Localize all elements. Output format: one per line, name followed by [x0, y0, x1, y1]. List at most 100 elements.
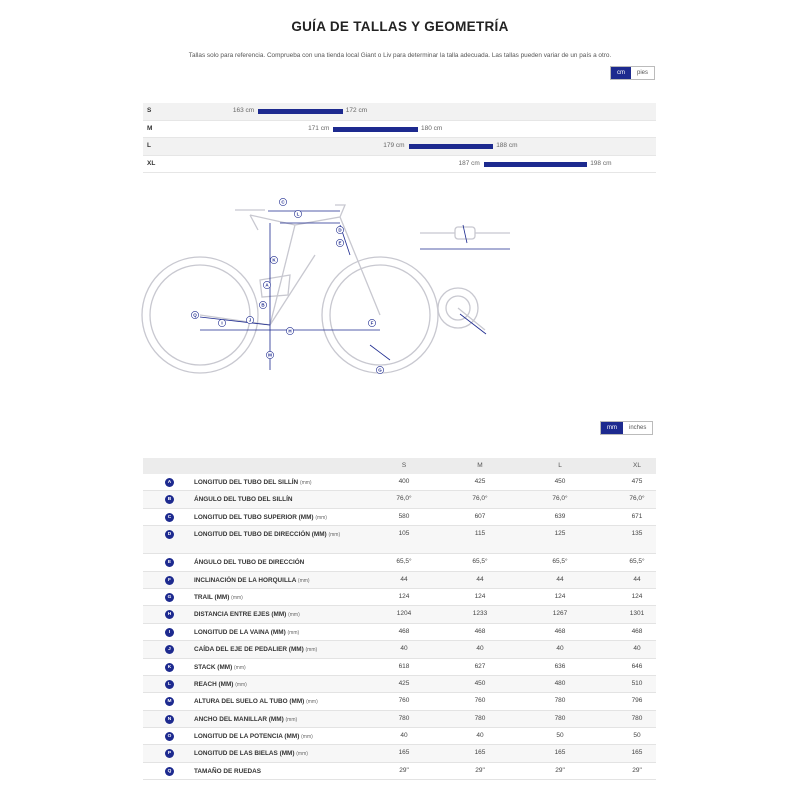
geometry-value: 510 — [631, 679, 643, 687]
unit-inches-button[interactable]: inches — [629, 425, 647, 431]
size-max-height: 180 cm — [421, 124, 443, 132]
geometry-value: 105 — [398, 530, 410, 538]
geometry-row: M ALTURA DEL SUELO AL TUBO (MM) (mm) 760 76… — [143, 693, 656, 711]
geometry-label: LONGITUD DE LA POTENCIA (MM) (mm) — [194, 733, 313, 741]
unit-mm-button[interactable]: mm — [601, 422, 623, 434]
geometry-value: 618 — [398, 662, 410, 670]
geometry-value: 607 — [474, 512, 486, 520]
geometry-value: 124 — [631, 592, 643, 600]
geometry-value: 44 — [556, 575, 564, 583]
geometry-value: 450 — [554, 478, 566, 485]
size-min-height: 179 cm — [383, 142, 405, 149]
size-max-height: 198 cm — [590, 159, 612, 167]
geometry-row: Q TAMAÑO DE RUEDAS 29" 29" 29" 29" — [143, 763, 656, 781]
geometry-table: S M L XL A LONGITUD DEL TUBO DEL SILLÍN (mm)… — [143, 458, 656, 781]
geometry-value: 468 — [398, 627, 410, 635]
geometry-row: F INCLINACIÓN DE LA HORQUILLA (mm) 44 44 44 4… — [143, 571, 656, 589]
geometry-label: LONGITUD DE LA VAINA (MM) (mm) — [194, 628, 300, 636]
geometry-value: 76,0° — [396, 495, 412, 503]
diagram-badge-c — [279, 198, 287, 206]
geometry-value: 796 — [631, 697, 643, 705]
geometry-value: 425 — [398, 679, 410, 687]
geometry-letter-badge: D — [165, 530, 174, 540]
geometry-label: LONGITUD DEL TUBO DE DIRECCIÓN (MM) (mm) — [194, 531, 341, 539]
geometry-letter-badge: A — [165, 478, 174, 487]
geometry-label: ALTURA DEL SUELO AL TUBO (MM) (mm) — [194, 698, 318, 706]
geometry-label: LONGITUD DEL TUBO DEL SILLÍN (mm) — [194, 479, 312, 486]
geometry-value: 468 — [474, 627, 486, 635]
geometry-value: 636 — [554, 662, 566, 670]
diagram-badge-label: J — [249, 318, 252, 323]
geometry-value: 450 — [474, 679, 486, 687]
geometry-value: 425 — [474, 478, 486, 485]
geometry-value: 1233 — [472, 610, 488, 618]
geometry-value: 165 — [398, 749, 410, 757]
diagram-badge-f — [368, 319, 376, 327]
geometry-letter-badge: J — [165, 645, 174, 655]
geometry-value: 475 — [631, 478, 643, 485]
geometry-value: 29" — [475, 766, 485, 774]
geometry-value: 124 — [474, 592, 486, 600]
diagram-badge-g — [376, 366, 384, 374]
size-row: S 163 cm 172 cm — [143, 103, 656, 121]
geometry-value: 65,5° — [552, 558, 568, 566]
geometry-label: CAÍDA DEL EJE DE PEDALIER (MM) (mm) — [194, 646, 318, 654]
unit-cm-button[interactable]: cm — [611, 67, 631, 79]
geometry-value: 125 — [554, 530, 566, 538]
geometry-row: N ANCHO DEL MANILLAR (MM) (mm) 780 780 780 78… — [143, 710, 656, 729]
geometry-value: 1204 — [396, 610, 412, 618]
geometry-unit-toggle: mm inches — [600, 421, 654, 435]
geometry-letter-badge: P — [165, 749, 174, 759]
geometry-value: 780 — [398, 714, 410, 722]
geometry-value: 671 — [631, 512, 643, 520]
geometry-table-header: S M L XL — [143, 458, 656, 474]
geometry-letter-badge: Q — [165, 766, 174, 776]
diagram-badge-m — [266, 351, 274, 359]
diagram-badge-label: E — [338, 241, 341, 246]
geometry-letter-badge: B — [165, 495, 174, 505]
geometry-value: 580 — [398, 512, 410, 520]
size-range-bar — [258, 109, 343, 114]
geometry-label: LONGITUD DE LAS BIELAS (MM) (mm) — [194, 750, 308, 758]
geometry-value: 124 — [398, 592, 410, 600]
geometry-letter-badge: M — [165, 697, 174, 707]
geometry-value: 468 — [631, 627, 643, 635]
geometry-letter-badge: C — [165, 512, 174, 522]
size-chart: S 163 cm 172 cm M 171 cm 180 cm L 179 cm 188 cm X… — [143, 103, 656, 173]
geometry-row: E ÁNGULO DEL TUBO DE DIRECCIÓN 65,5° 65,5°… — [143, 554, 656, 572]
geometry-value: 40 — [400, 645, 408, 653]
geometry-label: LONGITUD DEL TUBO SUPERIOR (MM) (mm) — [194, 513, 327, 521]
geometry-value: 40 — [476, 732, 484, 740]
geometry-value: 50 — [556, 732, 564, 740]
geometry-label: STACK (MM) (mm) — [194, 663, 246, 671]
unit-feet-button[interactable]: pies — [637, 70, 649, 76]
geometry-value: 165 — [554, 749, 566, 757]
geometry-row: A LONGITUD DEL TUBO DEL SILLÍN (mm) 400 425… — [143, 474, 656, 492]
geometry-label: REACH (MM) (mm) — [194, 680, 247, 688]
size-range-bar — [483, 161, 588, 167]
diagram-badge-e — [336, 239, 344, 247]
geometry-label: TAMAÑO DE RUEDAS — [194, 767, 261, 775]
page-title: GUÍA DE TALLAS Y GEOMETRÍA — [291, 19, 509, 34]
geometry-value: 40 — [476, 645, 484, 653]
geometry-value: 40 — [556, 645, 564, 653]
diagram-badge-label: B — [261, 303, 265, 308]
geometry-value: 1267 — [552, 610, 568, 618]
geometry-value: 165 — [631, 749, 643, 757]
size-column-header: M — [477, 462, 483, 469]
diagram-badge-d — [336, 226, 344, 234]
size-row: M 171 cm 180 cm — [143, 121, 656, 138]
geometry-letter-badge: L — [165, 679, 174, 689]
size-max-height: 188 cm — [496, 142, 518, 149]
size-min-height: 187 cm — [458, 159, 480, 167]
geometry-label: ÁNGULO DEL TUBO DEL SILLÍN — [194, 496, 293, 504]
geometry-row: O LONGITUD DE LA POTENCIA (MM) (mm) 40 40 50… — [143, 728, 656, 746]
handlebar-diagram — [420, 224, 510, 250]
geometry-row: B ÁNGULO DEL TUBO DEL SILLÍN 76,0° 76,0° 76… — [143, 491, 656, 509]
size-row: XL 187 cm 198 cm — [143, 156, 656, 173]
geometry-value: 44 — [400, 575, 408, 583]
geometry-letter-badge: G — [165, 592, 174, 602]
size-label: S — [147, 107, 152, 114]
size-min-height: 171 cm — [308, 124, 330, 132]
geometry-value: 400 — [398, 478, 410, 485]
